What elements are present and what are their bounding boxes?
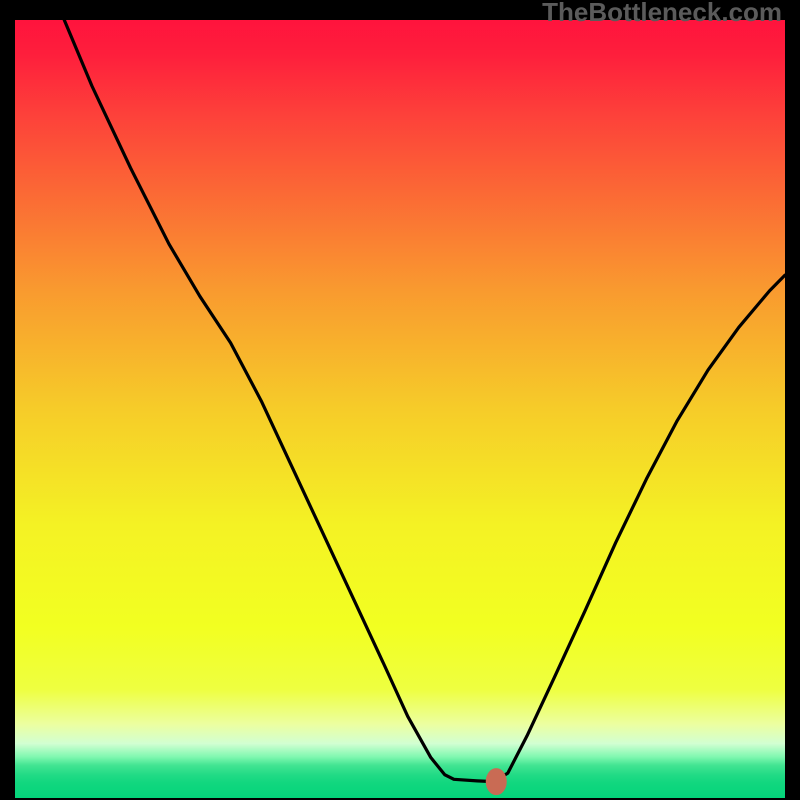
chart-container: TheBottleneck.com bbox=[0, 0, 800, 800]
chart-background bbox=[15, 20, 785, 798]
watermark-text: TheBottleneck.com bbox=[542, 0, 782, 28]
optimal-point-marker bbox=[486, 769, 506, 795]
bottleneck-chart bbox=[0, 0, 800, 800]
